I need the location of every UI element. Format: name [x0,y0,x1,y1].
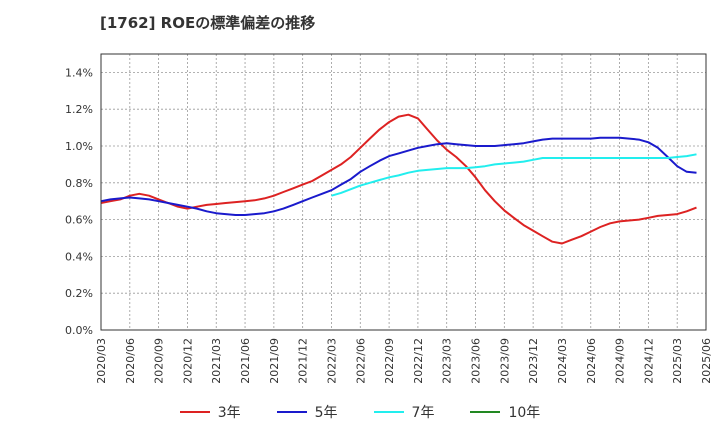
legend-item-5y: 5年 [277,402,338,422]
series-line-3年 [101,115,697,244]
x-tick-label: 2025/06 [700,338,713,384]
x-tick-label: 2021/03 [210,338,223,384]
legend-label-3y: 3年 [218,402,241,422]
y-tick-label: 0.2% [65,287,93,300]
y-tick-label: 1.4% [65,66,93,79]
x-tick-label: 2020/06 [124,338,137,384]
legend-swatch-7y [374,411,404,413]
x-tick-label: 2021/12 [297,338,310,384]
x-tick-label: 2024/12 [642,338,655,384]
y-tick-label: 1.0% [65,140,93,153]
legend-item-3y: 3年 [180,402,241,422]
y-tick-label: 0.0% [65,324,93,337]
legend-label-10y: 10年 [508,402,540,422]
x-axis-ticks: 2020/03 2020/06 2020/09 2020/12 2021/03 2021/… [95,338,713,384]
x-tick-label: 2022/06 [354,338,367,384]
x-tick-label: 2020/09 [153,338,166,384]
x-tick-label: 2021/06 [239,338,252,384]
legend-swatch-10y [470,411,500,413]
x-tick-label: 2023/06 [470,338,483,384]
x-tick-label: 2020/12 [181,338,194,384]
x-tick-label: 2020/03 [95,338,108,384]
x-tick-label: 2022/03 [325,338,338,384]
x-tick-label: 2022/09 [383,338,396,384]
x-tick-label: 2023/09 [498,338,511,384]
x-tick-label: 2024/06 [585,338,598,384]
grid [101,54,706,330]
x-tick-label: 2025/03 [671,338,684,384]
y-tick-label: 1.2% [65,103,93,116]
legend-swatch-3y [180,411,210,413]
plot-frame [101,54,706,330]
y-tick-label: 0.6% [65,214,93,227]
series-lines [101,115,697,244]
y-tick-label: 0.4% [65,250,93,263]
x-tick-label: 2023/03 [441,338,454,384]
x-tick-label: 2021/09 [268,338,281,384]
x-tick-label: 2022/12 [412,338,425,384]
x-tick-label: 2024/03 [556,338,569,384]
roe-stddev-line-chart: 0.0% 0.2% 0.4% 0.6% 0.8% 1.0% 1.2% 1.4% 2020/03… [0,0,720,440]
x-tick-label: 2024/09 [614,338,627,384]
legend: 3年 5年 7年 10年 [0,402,720,422]
y-axis-ticks: 0.0% 0.2% 0.4% 0.6% 0.8% 1.0% 1.2% 1.4% [65,66,93,337]
series-line-7年 [332,154,697,195]
legend-swatch-5y [277,411,307,413]
legend-item-7y: 7年 [374,402,435,422]
legend-label-7y: 7年 [412,402,435,422]
legend-item-10y: 10年 [470,402,540,422]
x-tick-label: 2023/12 [527,338,540,384]
y-tick-label: 0.8% [65,177,93,190]
legend-label-5y: 5年 [315,402,338,422]
